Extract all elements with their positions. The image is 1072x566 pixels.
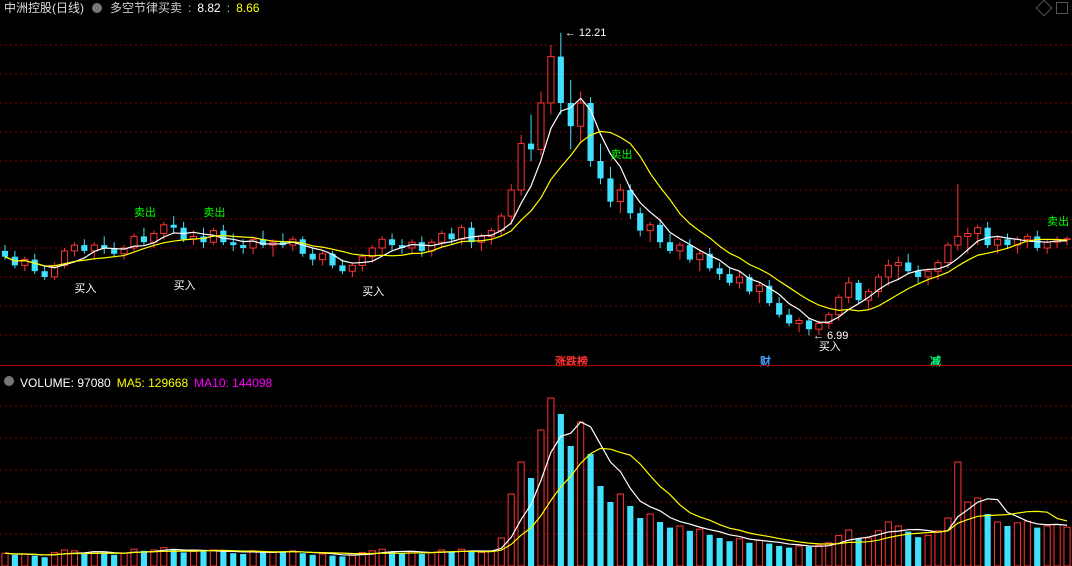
square-icon[interactable]: [1056, 2, 1068, 14]
dropdown-icon[interactable]: [4, 376, 14, 386]
indicator-value-1: 8.82: [197, 0, 220, 16]
volume-label: VOLUME: 97080: [20, 376, 111, 390]
annotation-label: 卖出: [134, 204, 156, 220]
annotation-label: 买入: [362, 283, 384, 299]
bottom-tag[interactable]: 财: [760, 353, 771, 369]
panel-controls: [1038, 2, 1068, 14]
diamond-icon[interactable]: [1036, 0, 1053, 16]
bottom-tag[interactable]: 涨跌榜: [555, 353, 588, 369]
price-chart-svg: [0, 16, 1072, 364]
price-panel[interactable]: 买入卖出买入卖出买入← 12.21卖出← 6.99买入卖出: [0, 16, 1072, 364]
annotation-label: 买入: [819, 338, 841, 354]
annotation-label: 买入: [74, 280, 96, 296]
panel-divider: [0, 365, 1072, 366]
annotation-label: ← 12.21: [565, 27, 607, 39]
bottom-tag[interactable]: 减: [930, 353, 941, 369]
dropdown-icon[interactable]: [92, 3, 102, 13]
volume-chart-svg: [0, 390, 1072, 566]
chart-root: { "header": { "title": "中洲控股(日线)", "indi…: [0, 0, 1072, 566]
annotation-label: 卖出: [610, 146, 632, 162]
price-header: 中洲控股(日线) 多空节律买卖 : 8.82 : 8.66: [0, 0, 259, 16]
indicator-value-2: 8.66: [236, 0, 259, 16]
annotation-label: 卖出: [1047, 213, 1069, 229]
annotation-label: 卖出: [203, 204, 225, 220]
annotation-label: 买入: [174, 277, 196, 293]
volume-panel[interactable]: VOLUME: 97080 MA5: 129668 MA10: 144098: [0, 376, 1072, 566]
volume-ma10: MA10: 144098: [194, 376, 272, 390]
indicator-name: 多空节律买卖: [110, 0, 182, 16]
stock-title: 中洲控股(日线): [4, 0, 84, 16]
volume-ma5: MA5: 129668: [117, 376, 188, 390]
volume-header: VOLUME: 97080 MA5: 129668 MA10: 144098: [4, 376, 272, 390]
